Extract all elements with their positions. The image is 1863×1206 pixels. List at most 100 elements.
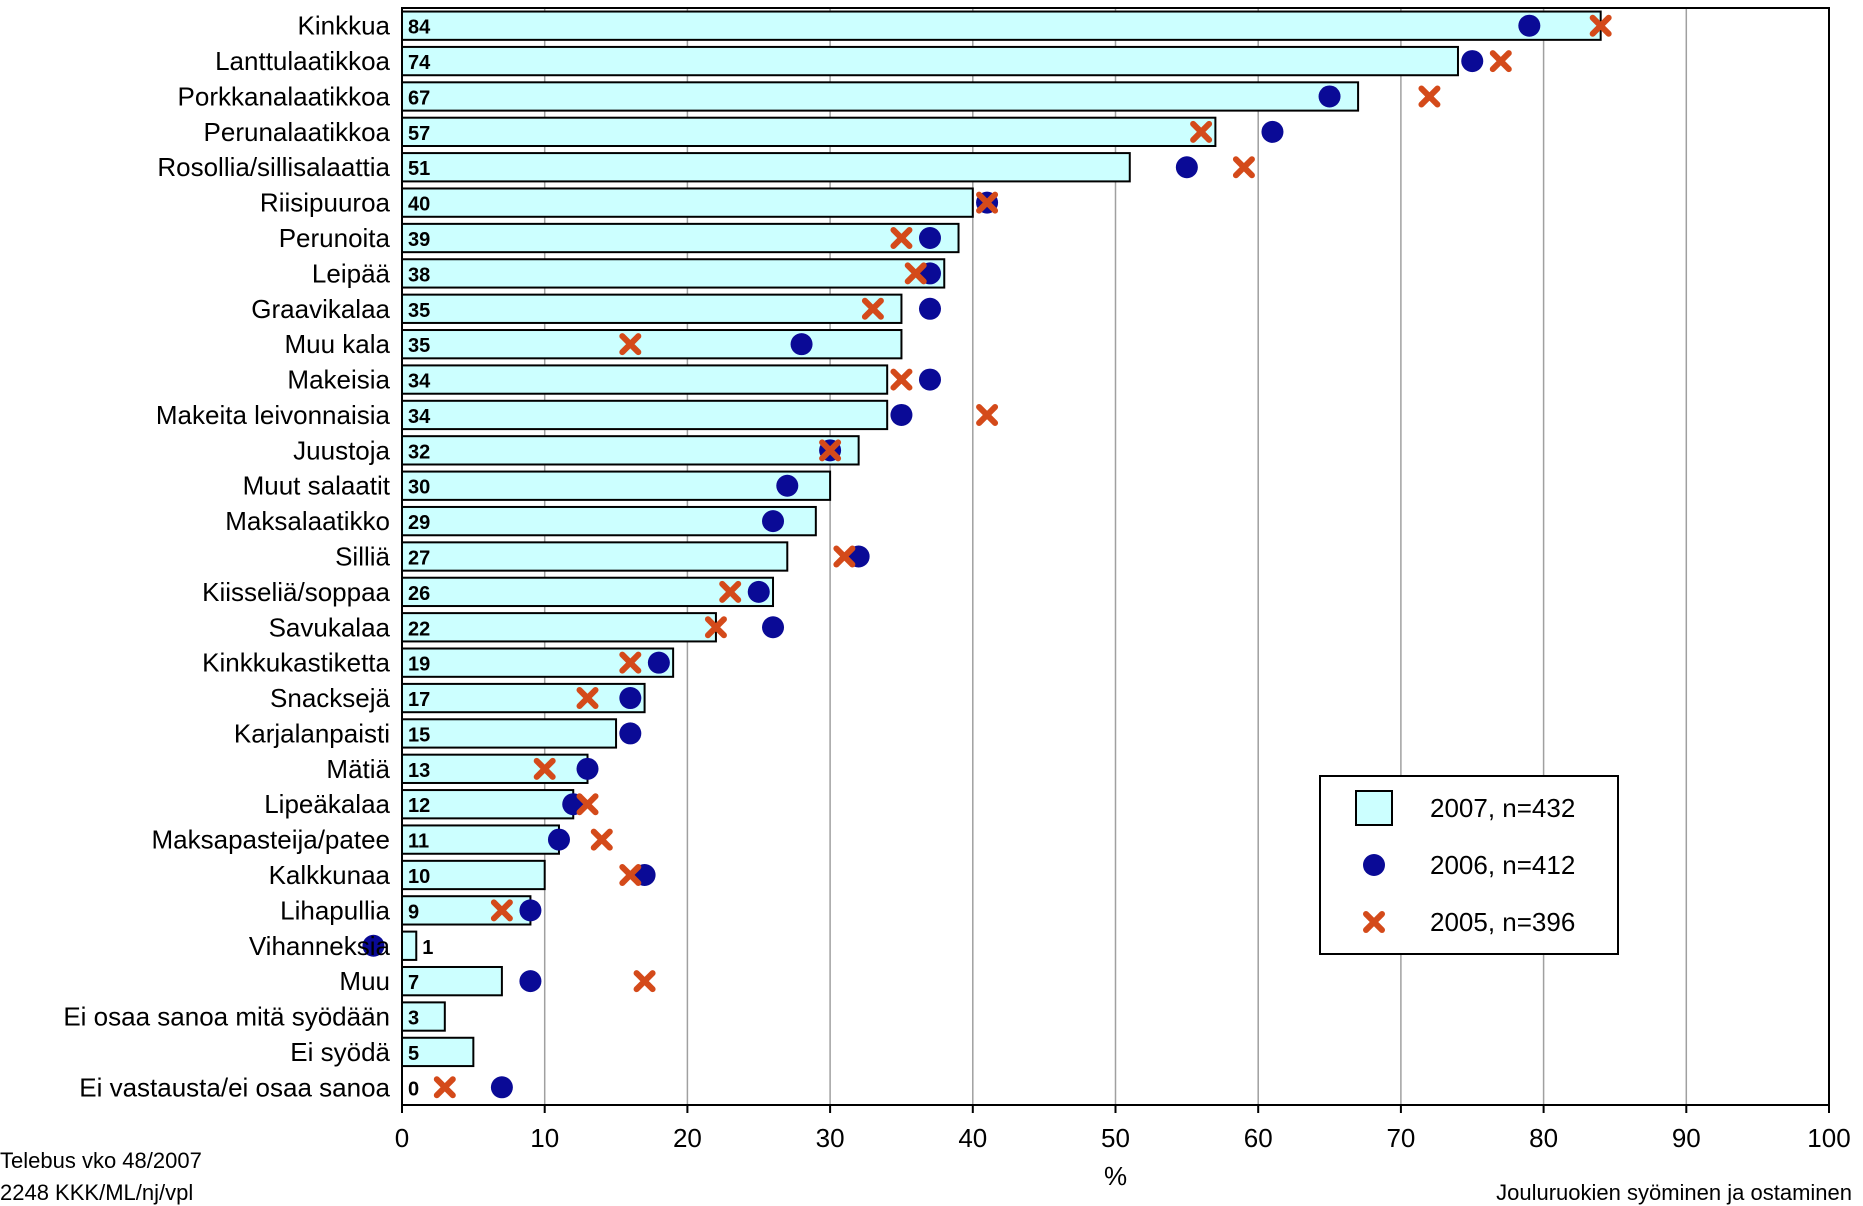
marker-2006 bbox=[547, 828, 570, 851]
bar-value-label: 10 bbox=[408, 866, 430, 888]
marker-2006 bbox=[762, 510, 785, 533]
category-label: Rosollia/sillisalaattia bbox=[157, 152, 390, 182]
category-label: Kinkkukastiketta bbox=[202, 648, 390, 678]
bar bbox=[401, 329, 903, 360]
bar bbox=[401, 45, 1459, 77]
marker-2006 bbox=[1318, 85, 1341, 108]
bar-value-label: 34 bbox=[408, 371, 431, 393]
category-label: Muut salaatit bbox=[243, 471, 391, 501]
bar bbox=[401, 470, 832, 501]
bar bbox=[401, 718, 618, 749]
bar-value-label: 12 bbox=[408, 795, 430, 817]
legend-label: 2007, n=432 bbox=[1430, 793, 1575, 823]
bar-value-label: 84 bbox=[408, 17, 431, 39]
bar bbox=[401, 435, 860, 466]
x-tick-label: 60 bbox=[1244, 1123, 1273, 1153]
footer-title: Jouluruokien syöminen ja ostaminen bbox=[1496, 1180, 1852, 1205]
marker-2005 bbox=[1232, 156, 1255, 179]
bar-value-label: 40 bbox=[408, 194, 430, 216]
legend-swatch-2005 bbox=[1363, 911, 1385, 933]
bar-value-label: 67 bbox=[408, 87, 430, 109]
marker-2006 bbox=[918, 297, 941, 320]
bar bbox=[401, 576, 775, 608]
legend-label: 2006, n=412 bbox=[1430, 850, 1575, 880]
markers bbox=[362, 14, 1612, 1099]
marker-2006 bbox=[519, 970, 542, 993]
category-label: Vihanneksia bbox=[249, 931, 391, 961]
marker-2005 bbox=[576, 687, 599, 710]
marker-2006 bbox=[1175, 156, 1198, 179]
marker-2006 bbox=[1261, 120, 1284, 143]
legend: 2007, n=432 2006, n=412 2005, n=396 bbox=[1319, 775, 1619, 955]
marker-2006 bbox=[762, 616, 785, 639]
marker-2005 bbox=[890, 227, 913, 250]
marker-2005 bbox=[1589, 14, 1612, 37]
marker-2006 bbox=[362, 934, 385, 957]
marker-2005 bbox=[433, 1076, 456, 1099]
marker-2005 bbox=[890, 368, 913, 391]
bar bbox=[401, 293, 903, 324]
legend-swatch-2007 bbox=[1355, 790, 1393, 826]
category-label: Maksalaatikko bbox=[225, 506, 390, 536]
bar bbox=[401, 930, 418, 961]
marker-2005 bbox=[861, 297, 884, 320]
bar-value-label: 13 bbox=[408, 760, 430, 782]
bar-value-label: 9 bbox=[408, 901, 419, 923]
category-label: Graavikalaa bbox=[251, 294, 390, 324]
marker-2005 bbox=[904, 262, 927, 285]
footer-source-line2: 2248 KKK/ML/nj/vpl bbox=[0, 1180, 194, 1205]
bar-value-label: 35 bbox=[408, 300, 430, 322]
bar bbox=[401, 541, 789, 572]
category-label: Riisipuuroa bbox=[260, 188, 391, 218]
marker-2005 bbox=[1418, 85, 1441, 108]
bar bbox=[401, 399, 889, 431]
category-label: Kiisseliä/soppaa bbox=[202, 577, 390, 607]
bar-value-label: 22 bbox=[408, 618, 430, 640]
marker-2006 bbox=[918, 368, 941, 391]
x-tick-label: 100 bbox=[1807, 1123, 1850, 1153]
bar-value-label: 51 bbox=[408, 158, 430, 180]
category-label: Makeisia bbox=[287, 365, 390, 395]
bar-value-label: 38 bbox=[408, 264, 430, 286]
x-tick-label: 50 bbox=[1101, 1123, 1130, 1153]
marker-2005 bbox=[819, 439, 842, 462]
footer-source-line1: Telebus vko 48/2007 bbox=[0, 1148, 202, 1173]
category-label: Karjalanpaisti bbox=[234, 718, 390, 748]
category-label: Muu kala bbox=[285, 329, 391, 359]
category-label: Makeita leivonnaisia bbox=[156, 400, 391, 430]
category-label: Mätiä bbox=[326, 754, 390, 784]
bar-value-label: 15 bbox=[408, 724, 430, 746]
marker-2005 bbox=[704, 616, 727, 639]
category-label: Ei syödä bbox=[290, 1037, 390, 1067]
bar-value-label: 30 bbox=[408, 477, 430, 499]
marker-2005 bbox=[533, 757, 556, 780]
x-tick-label: 90 bbox=[1672, 1123, 1701, 1153]
legend-label: 2005, n=396 bbox=[1430, 907, 1575, 937]
marker-2005 bbox=[576, 793, 599, 816]
marker-2006 bbox=[1461, 50, 1484, 73]
bar bbox=[401, 789, 575, 820]
marker-2006 bbox=[647, 651, 670, 674]
marker-2005 bbox=[1190, 120, 1213, 143]
bar bbox=[401, 1001, 446, 1032]
bar-value-label: 39 bbox=[408, 229, 430, 251]
category-label: Lipeäkalaa bbox=[264, 789, 390, 819]
marker-2005 bbox=[833, 545, 856, 568]
marker-2006 bbox=[490, 1076, 513, 1099]
x-tick-label: 30 bbox=[816, 1123, 845, 1153]
marker-2006 bbox=[576, 757, 599, 780]
x-tick-label: 10 bbox=[530, 1123, 559, 1153]
marker-2006 bbox=[519, 899, 542, 922]
marker-2006 bbox=[890, 403, 913, 426]
marker-2006 bbox=[619, 687, 642, 710]
bar-value-label: 34 bbox=[408, 406, 431, 428]
bar bbox=[401, 258, 946, 289]
category-label: Juustoja bbox=[293, 435, 390, 465]
bar bbox=[401, 152, 1131, 183]
bar bbox=[401, 222, 960, 254]
marker-2005 bbox=[590, 828, 613, 851]
marker-2006 bbox=[790, 333, 813, 356]
category-label: Perunalaatikkoa bbox=[204, 117, 391, 147]
category-label: Kalkkunaa bbox=[269, 860, 391, 890]
